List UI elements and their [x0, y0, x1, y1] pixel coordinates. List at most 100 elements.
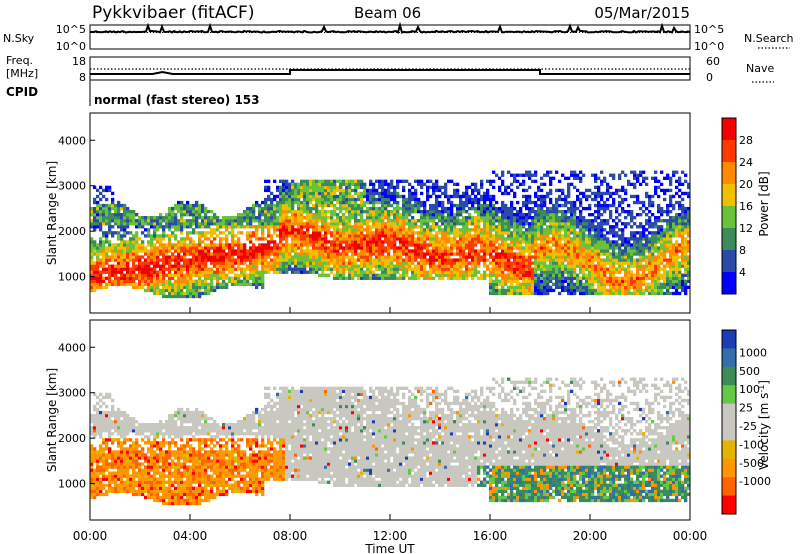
power-cell [282, 185, 286, 190]
power-cell [444, 234, 448, 238]
power-cell [402, 267, 406, 271]
power-cell [579, 240, 583, 244]
power-cell [417, 246, 421, 250]
power-cell [480, 219, 484, 223]
power-cell [159, 225, 163, 229]
power-cell [165, 246, 169, 250]
power-cell [417, 261, 421, 265]
power-cell [171, 282, 175, 287]
power-cell [600, 279, 604, 283]
power-cell [240, 225, 244, 229]
power-cell [225, 234, 229, 238]
power-cell [444, 222, 448, 226]
power-cell [612, 197, 616, 202]
power-cell [309, 243, 313, 247]
power-cell [399, 243, 403, 247]
power-cell [450, 222, 454, 226]
power-cell [195, 225, 199, 229]
power-cell [327, 182, 331, 187]
power-cell [528, 258, 532, 262]
power-cell [105, 252, 109, 256]
power-cell [114, 276, 118, 280]
power-cell [210, 285, 214, 290]
power-cell [129, 246, 133, 250]
power-cell [321, 191, 325, 196]
power-cell [417, 273, 421, 277]
power-cell [435, 273, 439, 277]
power-cell [639, 282, 643, 287]
power-cell [213, 276, 217, 280]
power-cell [399, 206, 403, 211]
power-cell [117, 225, 121, 229]
power-cell [639, 264, 643, 268]
power-cell [147, 228, 151, 232]
power-cell [621, 249, 625, 253]
power-cell [168, 249, 172, 253]
power-cell [627, 213, 631, 217]
power-cell [597, 206, 601, 211]
power-cell [555, 267, 559, 271]
power-cell [513, 258, 517, 262]
power-cell [210, 243, 214, 247]
power-cell [147, 279, 151, 283]
power-cell [507, 273, 511, 277]
power-cell [525, 222, 529, 226]
power-cell [306, 179, 310, 183]
power-cell [462, 231, 466, 235]
power-cell [501, 200, 505, 205]
power-cell [363, 228, 367, 232]
power-cell [624, 270, 628, 274]
power-cell [432, 276, 436, 280]
power-cell [492, 264, 496, 268]
power-cell [513, 270, 517, 274]
power-cell [306, 246, 310, 250]
power-cell [96, 252, 100, 256]
power-cell [333, 191, 337, 196]
power-cell [402, 185, 406, 190]
power-cell [387, 209, 391, 214]
power-cell [339, 182, 343, 187]
power-cell [432, 191, 436, 196]
power-cell [159, 249, 163, 253]
power-cell [603, 219, 607, 223]
power-cell [534, 209, 538, 214]
power-cell [423, 231, 427, 235]
power-cell [306, 191, 310, 196]
power-cell [522, 216, 526, 220]
power-cell [306, 213, 310, 217]
power-cell [573, 282, 577, 287]
power-cell [291, 270, 295, 274]
power-cell [342, 276, 346, 280]
power-cell [507, 234, 511, 238]
power-cell [258, 219, 262, 223]
power-cell [468, 200, 472, 205]
power-cell [192, 267, 196, 271]
power-cell [399, 267, 403, 271]
power-cell [603, 246, 607, 250]
power-cell [510, 279, 514, 283]
power-cell [408, 203, 412, 208]
power-cell [546, 243, 550, 247]
power-cell [186, 246, 190, 250]
power-cell [312, 228, 316, 232]
power-cell [348, 231, 352, 235]
power-cell [258, 282, 262, 287]
power-cell [189, 282, 193, 287]
power-cell [525, 216, 529, 220]
power-cell [561, 237, 565, 241]
power-cell [159, 246, 163, 250]
power-cell [441, 270, 445, 274]
power-cell [615, 240, 619, 244]
power-cell [141, 231, 145, 235]
power-cell [336, 258, 340, 262]
power-cell [477, 219, 481, 223]
power-cell [591, 173, 595, 177]
power-cell [114, 279, 118, 283]
power-cell [474, 249, 478, 253]
power-cell [495, 270, 499, 274]
power-cell [234, 225, 238, 229]
power-cell [195, 231, 199, 235]
power-cell [468, 273, 472, 277]
power-cell [540, 209, 544, 214]
power-cell [600, 243, 604, 247]
